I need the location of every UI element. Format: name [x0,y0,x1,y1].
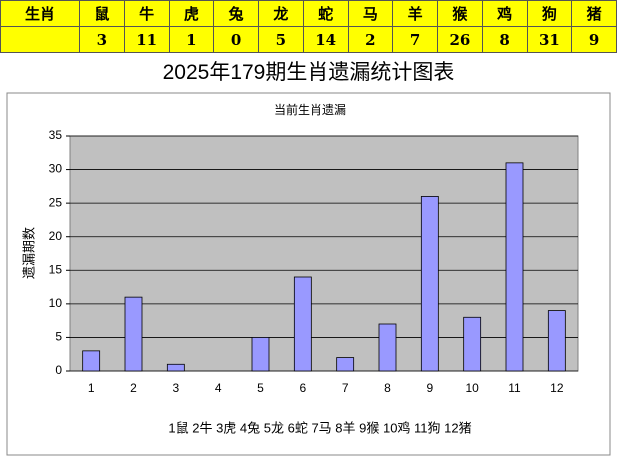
value-cell: 3 [79,26,125,53]
value-cell: 2 [347,26,394,53]
animal-cell: 狗 [526,0,573,27]
x-tick-label: 7 [342,381,349,395]
value-cell: 7 [392,26,438,53]
value-row: 3 11 1 0 5 14 2 7 26 8 31 9 [0,26,617,53]
bar [251,337,270,372]
page-title: 2025年179期生肖遗漏统计图表 [162,61,455,84]
y-axis-label: 遗漏期数 [21,227,36,279]
animal-cell: 兔 [213,0,259,27]
bar [336,357,355,372]
x-tick-label: 3 [172,381,179,395]
x-tick-label: 8 [384,381,391,395]
x-tick-label: 10 [465,381,479,395]
animal-cell: 猴 [437,0,483,27]
zodiac-table: 生肖鼠牛虎兔龙蛇马羊猴鸡狗猪 3 11 1 0 5 14 2 7 26 8 31 9 [0,0,617,53]
animal-cell: 马 [347,0,394,27]
header-cell: 生肖 [0,0,80,27]
x-tick-label: 6 [299,381,306,395]
bar [420,196,439,372]
animal-cell: 蛇 [302,0,349,27]
chart: 当前生肖遗漏 遗漏期数 1鼠 2牛 3虎 4兔 5龙 6蛇 7马 8羊 9猴 1… [6,92,611,456]
y-tick-label: 0 [55,363,62,377]
y-tick-label: 5 [55,330,62,344]
animal-cell: 猪 [571,0,617,27]
x-tick-label: 5 [257,381,264,395]
empty-cell [0,26,80,53]
bar [124,296,143,372]
value-cell: 1 [168,26,215,53]
animal-cell: 牛 [123,0,170,27]
value-cell: 5 [258,26,304,53]
value-cell: 31 [526,26,573,53]
x-tick-label: 4 [215,381,222,395]
bar [547,310,566,372]
x-tick-label: 9 [426,381,433,395]
value-cell: 0 [213,26,259,53]
x-tick-label: 11 [508,381,521,395]
bar [293,276,312,372]
x-tick-label: 12 [550,381,564,395]
y-tick-label: 30 [49,162,63,176]
bar [505,162,524,372]
header-row: 生肖鼠牛虎兔龙蛇马羊猴鸡狗猪 [0,0,617,27]
value-cell: 8 [481,26,528,53]
y-tick-label: 25 [49,195,63,209]
animal-cell: 龙 [258,0,304,27]
x-tick-label: 2 [130,381,137,395]
value-cell: 26 [437,26,483,53]
animal-cell: 鸡 [481,0,528,27]
y-tick-label: 20 [49,229,63,243]
bar [463,316,482,372]
y-tick-label: 35 [49,128,63,142]
chart-title: 当前生肖遗漏 [274,102,346,117]
caption: 1鼠 2牛 3虎 4兔 5龙 6蛇 7马 8羊 9猴 10鸡 11狗 12猪 [168,420,471,435]
bar [166,363,185,372]
value-cell: 11 [123,26,170,53]
bar [378,323,397,372]
animal-cell: 鼠 [79,0,125,27]
plot-area [69,135,579,372]
y-tick-label: 15 [49,262,63,276]
bar [82,350,101,372]
animal-cell: 羊 [392,0,438,27]
value-cell: 14 [302,26,349,53]
value-cell: 9 [571,26,617,53]
x-tick-label: 1 [88,381,95,395]
y-tick-label: 10 [49,296,63,310]
animal-cell: 虎 [168,0,215,27]
